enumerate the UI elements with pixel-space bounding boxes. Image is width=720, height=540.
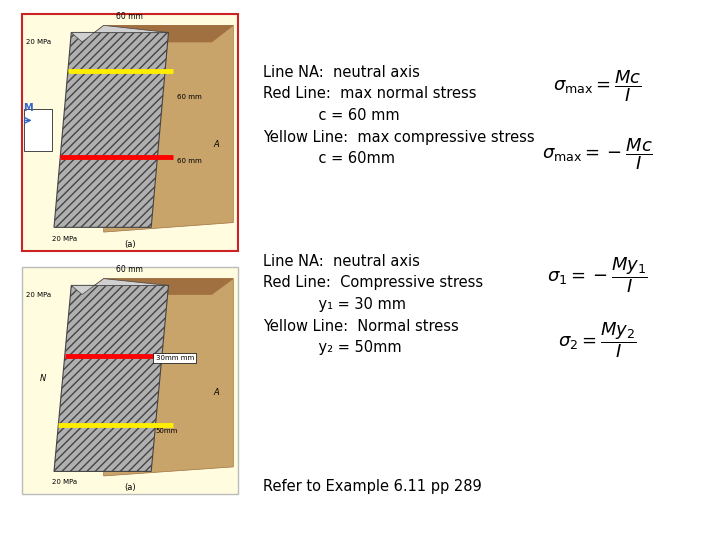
Polygon shape (71, 279, 168, 294)
Polygon shape (104, 279, 233, 476)
Text: 60 mm: 60 mm (177, 158, 202, 164)
Text: 20 MPa: 20 MPa (53, 479, 77, 485)
Text: 20 MPa: 20 MPa (26, 292, 51, 298)
Text: c = 60mm: c = 60mm (263, 151, 395, 166)
Text: y₂ = 50mm: y₂ = 50mm (263, 340, 402, 355)
Text: $\sigma_{\mathrm{max}} = -\dfrac{Mc}{I}$: $\sigma_{\mathrm{max}} = -\dfrac{Mc}{I}$ (542, 136, 653, 172)
Text: 30mm mm: 30mm mm (156, 355, 194, 361)
Text: 20 MPa: 20 MPa (26, 39, 51, 45)
Text: c = 60 mm: c = 60 mm (263, 108, 400, 123)
Polygon shape (54, 286, 168, 471)
Text: Refer to Example 6.11 pp 289: Refer to Example 6.11 pp 289 (263, 478, 482, 494)
Text: N: N (40, 374, 46, 383)
FancyBboxPatch shape (22, 267, 238, 494)
Text: $\sigma_2 = \dfrac{My_2}{I}$: $\sigma_2 = \dfrac{My_2}{I}$ (558, 320, 637, 360)
Text: (a): (a) (124, 240, 135, 249)
Text: Red Line:  Compressive stress: Red Line: Compressive stress (263, 275, 483, 291)
Text: 60 mm: 60 mm (116, 12, 143, 21)
Text: Yellow Line:  max compressive stress: Yellow Line: max compressive stress (263, 130, 534, 145)
FancyBboxPatch shape (22, 14, 238, 251)
FancyBboxPatch shape (24, 109, 52, 151)
Text: $\sigma_{\mathrm{max}} = \dfrac{Mc}{I}$: $\sigma_{\mathrm{max}} = \dfrac{Mc}{I}$ (553, 69, 642, 104)
Polygon shape (82, 279, 233, 294)
Text: (a): (a) (124, 483, 135, 492)
Text: 60 mm: 60 mm (177, 93, 202, 100)
Text: Red Line:  max normal stress: Red Line: max normal stress (263, 86, 477, 102)
Text: $\sigma_1 = -\dfrac{My_1}{I}$: $\sigma_1 = -\dfrac{My_1}{I}$ (547, 255, 648, 295)
Text: Yellow Line:  Normal stress: Yellow Line: Normal stress (263, 319, 459, 334)
Text: M: M (23, 103, 33, 113)
Text: Line NA:  neutral axis: Line NA: neutral axis (263, 254, 420, 269)
Text: 50mm: 50mm (156, 428, 178, 434)
Text: A: A (213, 388, 219, 396)
Text: y₁ = 30 mm: y₁ = 30 mm (263, 297, 406, 312)
Polygon shape (82, 25, 233, 42)
Text: N: N (40, 125, 46, 134)
Text: 20 MPa: 20 MPa (53, 235, 77, 241)
Polygon shape (71, 25, 168, 42)
Text: 60 mm: 60 mm (116, 265, 143, 274)
Text: Line NA:  neutral axis: Line NA: neutral axis (263, 65, 420, 80)
Polygon shape (104, 25, 233, 232)
Text: A: A (213, 140, 219, 149)
Polygon shape (54, 32, 168, 227)
